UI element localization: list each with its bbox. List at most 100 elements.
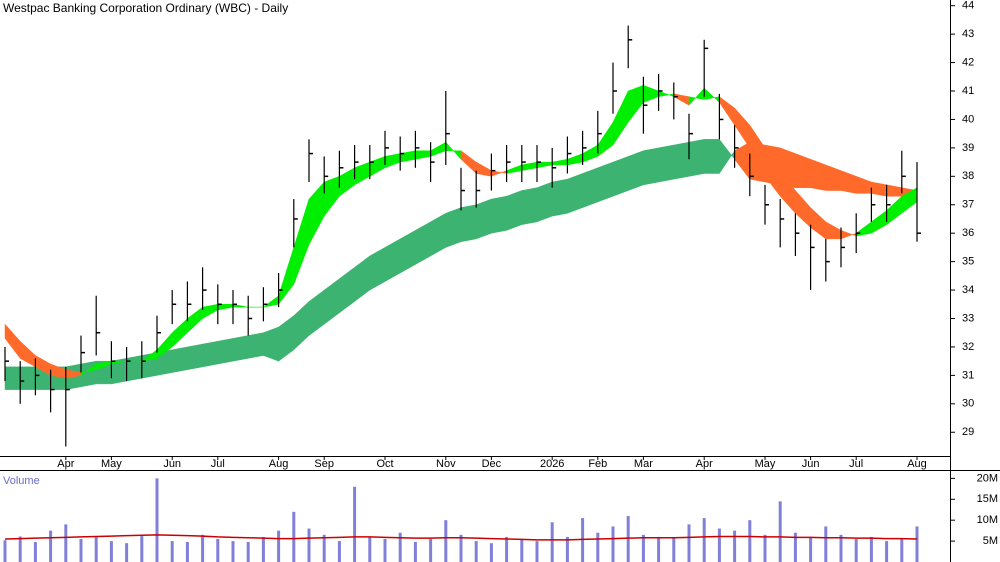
long-ribbon-segment bbox=[247, 332, 264, 359]
volume-bar bbox=[885, 541, 889, 562]
volume-bar bbox=[733, 530, 737, 562]
volume-bar bbox=[94, 536, 98, 562]
volume-bar bbox=[125, 543, 129, 562]
long-ribbon-segment bbox=[536, 181, 553, 223]
long-ribbon-segment bbox=[415, 221, 431, 265]
long-ribbon-segment bbox=[688, 139, 705, 177]
volume-bar bbox=[474, 541, 478, 562]
y-tick-label: 38 bbox=[962, 170, 974, 182]
long-ribbon-segment bbox=[506, 190, 523, 231]
y-tick-label: 42 bbox=[962, 56, 974, 68]
long-ribbon-segment bbox=[810, 158, 827, 191]
volume-bar bbox=[155, 478, 159, 562]
volume-bar bbox=[550, 522, 554, 562]
long-ribbon-segment bbox=[855, 175, 872, 194]
volume-label: Volume bbox=[3, 475, 40, 487]
volume-bar bbox=[596, 532, 600, 562]
volume-bar bbox=[216, 539, 220, 562]
short-ribbon-segment bbox=[643, 84, 659, 103]
short-ribbon-segment bbox=[399, 150, 416, 163]
long-ribbon-segment bbox=[825, 164, 842, 191]
x-tick-label: Oct bbox=[376, 458, 393, 470]
long-ribbon-segment bbox=[491, 195, 507, 234]
volume-bar bbox=[869, 536, 873, 562]
volume-bar bbox=[459, 534, 463, 562]
short-ribbon-segment bbox=[703, 87, 720, 103]
y-tick-label: 39 bbox=[962, 142, 974, 154]
volume-tick-label: 5M bbox=[983, 535, 998, 547]
volume-bar bbox=[778, 501, 782, 562]
volume-bar bbox=[398, 532, 402, 562]
y-tick-label: 37 bbox=[962, 199, 974, 211]
long-ribbon-segment bbox=[354, 255, 371, 302]
volume-bar bbox=[565, 536, 569, 562]
volume-bar bbox=[763, 534, 767, 562]
short-ribbon-segment bbox=[734, 107, 751, 149]
short-ribbon-segment bbox=[673, 93, 690, 106]
volume-bar bbox=[322, 534, 326, 562]
volume-bar bbox=[809, 536, 813, 562]
long-ribbon-segment bbox=[202, 340, 219, 368]
x-tick-label: Sep bbox=[314, 458, 334, 470]
long-ribbon-segment bbox=[369, 246, 386, 291]
y-tick-label: 33 bbox=[962, 312, 974, 324]
x-tick-label: Jul bbox=[849, 458, 863, 470]
y-tick-label: 30 bbox=[962, 398, 974, 410]
long-ribbon-segment bbox=[551, 178, 568, 217]
x-tick-label: Feb bbox=[588, 458, 607, 470]
volume-bar bbox=[413, 541, 417, 562]
short-ribbon-segment bbox=[339, 167, 355, 197]
volume-bar bbox=[307, 528, 311, 562]
short-ribbon-segment bbox=[719, 96, 735, 126]
long-ribbon-segment bbox=[126, 355, 143, 382]
long-ribbon-segment bbox=[627, 150, 644, 191]
short-ribbon-segment bbox=[871, 209, 887, 234]
long-ribbon-segment bbox=[384, 238, 401, 282]
short-ribbon-segment bbox=[795, 189, 811, 229]
short-ribbon-segment bbox=[551, 158, 568, 166]
short-ribbon-segment bbox=[491, 170, 507, 177]
volume-bar bbox=[505, 536, 509, 562]
short-ribbon-segment bbox=[4, 323, 21, 360]
x-tick-label: Dec bbox=[482, 458, 502, 470]
x-tick-label: Apr bbox=[57, 458, 74, 470]
volume-bar bbox=[170, 541, 174, 562]
y-tick-label: 34 bbox=[962, 284, 974, 296]
volume-tick-label: 15M bbox=[977, 493, 998, 505]
volume-bar bbox=[429, 539, 433, 562]
long-ribbon-segment bbox=[643, 147, 659, 186]
long-ribbon-segment bbox=[658, 144, 675, 183]
long-ribbon-segment bbox=[719, 138, 735, 175]
volume-bar bbox=[824, 526, 828, 562]
chart-title: Westpac Banking Corporation Ordinary (WB… bbox=[3, 1, 288, 15]
volume-bar bbox=[611, 526, 615, 562]
short-ribbon-segment bbox=[658, 90, 675, 98]
short-ribbon-segment bbox=[293, 198, 310, 285]
volume-bar bbox=[18, 536, 22, 562]
long-ribbon-segment bbox=[19, 366, 36, 390]
short-ribbon-segment bbox=[612, 90, 629, 146]
long-ribbon-segment bbox=[232, 335, 249, 362]
volume-bar bbox=[201, 534, 205, 562]
volume-bar bbox=[915, 526, 919, 562]
y-tick-label: 31 bbox=[962, 369, 974, 381]
long-ribbon-segment bbox=[460, 204, 477, 243]
short-ribbon-segment bbox=[886, 195, 903, 226]
volume-bar bbox=[140, 536, 144, 562]
long-ribbon-segment bbox=[673, 141, 690, 180]
long-ribbon-segment bbox=[217, 338, 234, 365]
short-ribbon-segment bbox=[263, 295, 279, 308]
volume-bar bbox=[641, 534, 645, 562]
long-ribbon-segment bbox=[475, 198, 492, 240]
x-tick-label: Mar bbox=[634, 458, 653, 470]
short-ribbon-segment bbox=[445, 141, 462, 160]
volume-bar bbox=[520, 539, 524, 562]
volume-bar bbox=[49, 530, 53, 562]
volume-bar bbox=[687, 524, 691, 562]
volume-tick-label: 20M bbox=[977, 472, 998, 484]
short-ribbon-segment bbox=[688, 87, 705, 106]
short-ribbon-segment bbox=[384, 153, 401, 169]
short-ribbon-segment bbox=[627, 84, 644, 124]
x-tick-label: Apr bbox=[696, 458, 713, 470]
volume-bar bbox=[748, 520, 752, 562]
